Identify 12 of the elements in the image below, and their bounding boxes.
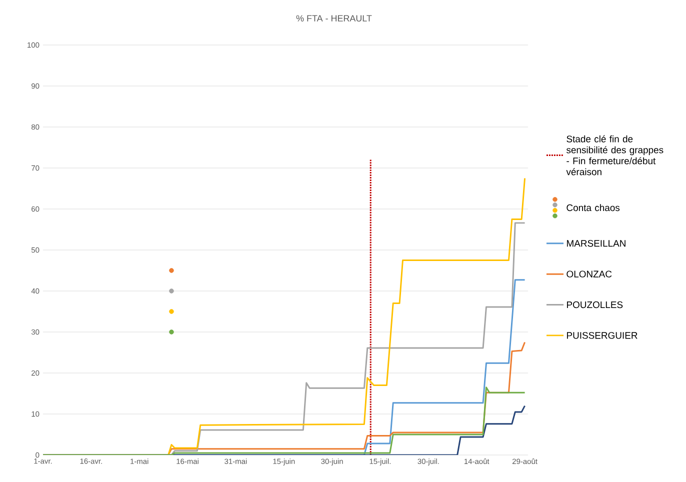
legend-label: POUZOLLES (567, 301, 623, 308)
point (169, 268, 174, 273)
line-series (43, 386, 526, 455)
chart-title: % FTA - HERAULT (296, 15, 372, 22)
legend-label: Stade clé fin de sensibilité des grappes - Fin fermeture/début véraison (566, 135, 664, 176)
point (169, 330, 174, 334)
point (169, 288, 174, 294)
point (169, 309, 174, 314)
legend-label: PUISSERGUIER (567, 332, 638, 339)
legend-label: Conta chaos (566, 204, 620, 212)
legend-label: OLONZAC (566, 270, 612, 278)
legend-label: MARSEILLAN (567, 240, 626, 247)
